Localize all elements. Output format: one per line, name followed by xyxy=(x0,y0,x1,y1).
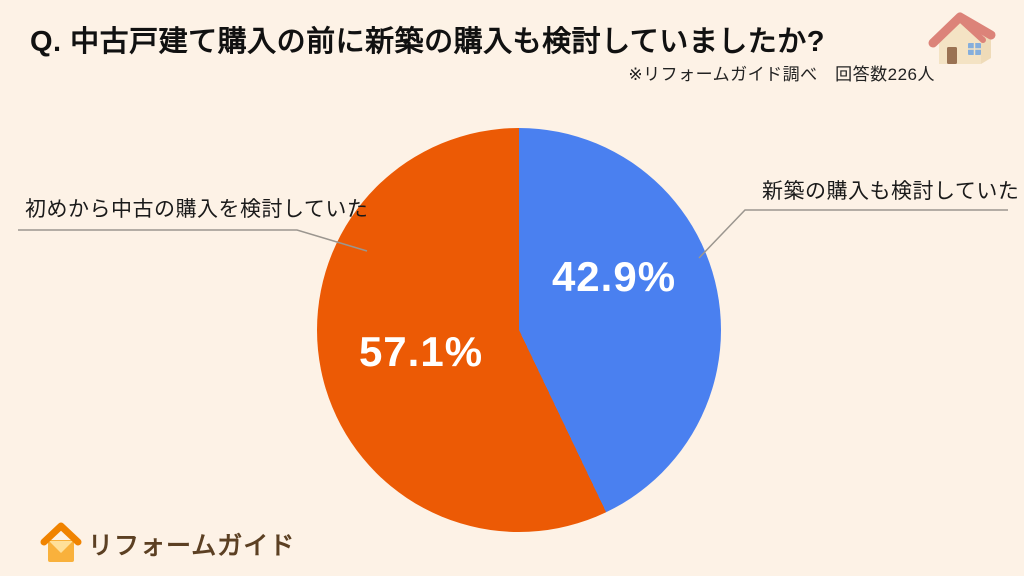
source-note: ※リフォームガイド調べ 回答数226人 xyxy=(628,65,935,84)
logo-house-flap xyxy=(49,541,73,553)
house-window-panes xyxy=(968,43,981,55)
logo-house-icon xyxy=(40,522,82,562)
pie-chart xyxy=(317,128,721,532)
leader-line-right xyxy=(698,209,1008,259)
pie-value-label-orange: 57.1% xyxy=(358,328,484,375)
logo-text: リフォームガイド xyxy=(88,532,296,560)
pie-value-label-blue: 42.9% xyxy=(551,253,677,300)
pie-category-label-orange: 初めから中古の購入を検討していた xyxy=(25,198,369,221)
leader-line-left xyxy=(18,229,368,252)
logo-house-roof xyxy=(40,522,82,546)
house-door xyxy=(947,47,957,64)
house-icon xyxy=(928,12,996,64)
reform-guide-logo: リフォームガイド xyxy=(40,522,295,566)
pie-category-label-blue: 新築の購入も検討していた xyxy=(762,180,1020,203)
page-title: Q. 中古戸建て購入の前に新築の購入も検討していましたか? xyxy=(30,26,826,58)
house-gable-edge xyxy=(957,16,986,43)
